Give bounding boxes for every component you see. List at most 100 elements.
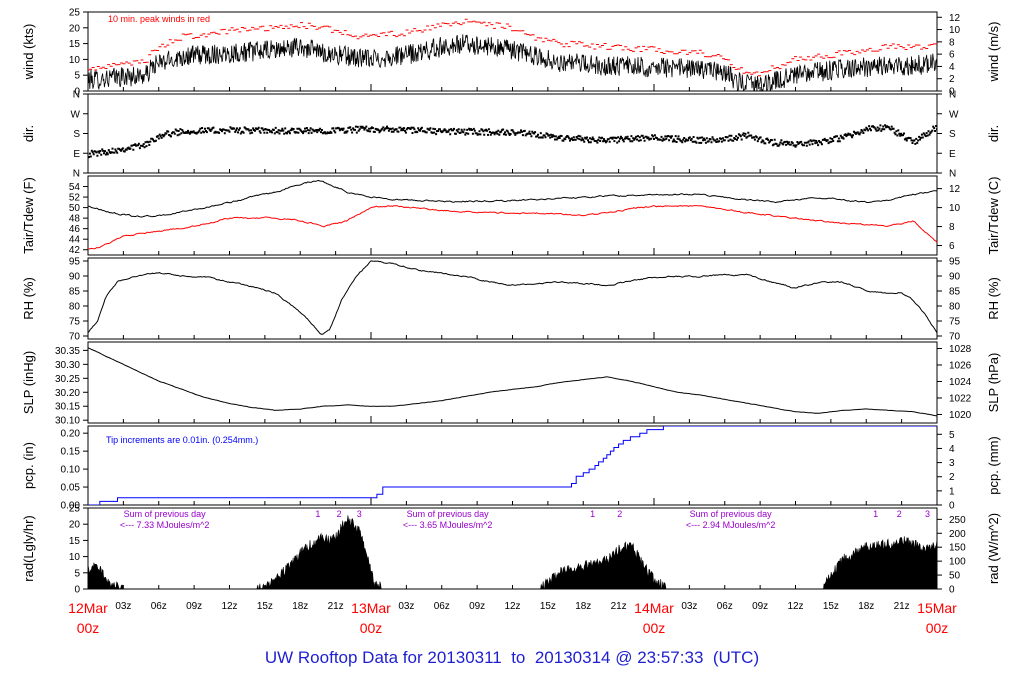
solar-noon-mark: 3 [925,509,930,519]
y-tick-label: 25 [69,504,81,515]
series-rad-0 [88,515,937,589]
solar-noon-mark: 2 [337,509,342,519]
y-tick-label: 25 [69,8,81,19]
y-axis-title-slp: SLP (inHg) [21,351,36,414]
y-axis-title-right-rh: RH (%) [986,277,1001,320]
x-day-label: 14Mar [634,600,674,616]
x-tick-label: 21z [611,601,627,612]
solar-noon-mark: 1 [873,509,878,519]
y-axis-title-right-pcp: pcp. (mm) [986,436,1001,495]
x-tick-label: 03z [681,601,697,612]
y-tick-label-right: N [949,169,956,180]
y-tick-label-right: 0 [949,501,955,512]
y-tick-label: 15 [69,39,81,50]
y-tick-label-right: E [949,149,956,160]
y-tick-label-right: 0 [949,87,955,98]
y-tick-label-right: 5 [949,430,955,441]
y-tick-label: S [73,129,80,140]
y-axis-title-rad: rad(Lgly/hr) [21,515,36,581]
y-tick-label-right: 2 [949,74,955,85]
panel-frame-slp [87,341,938,424]
y-tick-label-right: 250 [949,515,966,526]
annotation-wind: 10 min. peak winds in red [108,14,210,24]
y-tick-label-right: 6 [949,241,955,252]
y-tick-label-right: 6 [949,50,955,61]
series-dir-0 [88,124,937,159]
solar-noon-mark: 2 [617,509,622,519]
x-tick-label: 21z [894,601,910,612]
y-tick-label-right: W [949,109,959,120]
y-tick-label: 80 [69,302,81,313]
y-tick-label-right: N [949,90,956,101]
y-tick-label-right: 150 [949,543,966,554]
solar-noon-mark: 1 [315,509,320,519]
y-tick-label: 30.25 [55,374,80,385]
x-tick-label: 15z [257,601,273,612]
y-tick-label: 0 [74,87,80,98]
footer-end-date: 20130314 [534,648,611,667]
solar-noon-mark: 1 [590,509,595,519]
y-axis-title-rh: RH (%) [21,277,36,320]
daily-sum-value: <--- 2.94 MJoules/m^2 [686,520,776,530]
series-group-wind [88,18,937,91]
y-tick-label-right: 50 [949,571,961,582]
daily-sum-title: Sum of previous day [124,509,207,519]
x-tick-label: 06z [717,601,733,612]
y-tick-label: 44 [69,235,81,246]
y-tick-label-right: 1 [949,486,955,497]
y-tick-label: 20 [69,23,81,34]
y-tick-label: 0.10 [61,465,81,476]
y-tick-label: N [73,169,80,180]
y-tick-label: W [71,109,81,120]
y-tick-label-right: 4 [949,62,955,73]
footer-time: 23:57:33 [637,648,704,667]
y-tick-label-right: 3 [949,458,955,469]
y-tick-label-right: 75 [949,317,961,328]
y-tick-label-right: 1022 [949,393,972,404]
y-tick-label-right: 1026 [949,360,972,371]
series-group-dir [88,124,937,159]
y-tick-label-right: S [949,129,956,140]
y-axis-title-right-temp: Tair/Tdew (C) [986,176,1001,254]
panel-pcp: 0.00 0.05 0.10 0.15 0.20 0 1 2 3 4 5 pcp. (in) pcp. … [21,425,1001,512]
x-day-time-label: 00z [77,620,100,636]
y-tick-label-right: 80 [949,302,961,313]
series-rh-0 [88,260,937,335]
solar-noon-mark: 3 [357,509,362,519]
x-tick-label: 18z [575,601,591,612]
y-tick-label: 5 [74,71,80,82]
y-tick-label: 0.15 [61,447,81,458]
y-tick-label: 52 [69,193,81,204]
y-tick-label-right: 10 [949,203,961,214]
y-tick-label-right: 8 [949,222,955,233]
series-group-rad [88,515,937,589]
y-tick-label: 10 [69,55,81,66]
y-tick-label: 90 [69,272,81,283]
y-tick-label: 0 [74,585,80,596]
y-axis-title-right-rad: rad (W/m^2) [986,513,1001,584]
x-tick-label: 09z [752,601,768,612]
y-tick-label-right: 70 [949,332,961,343]
y-tick-label: 30.10 [55,416,80,427]
solar-noon-mark: 2 [897,509,902,519]
x-day-label: 15Mar [917,600,957,616]
panel-frame-temp [87,175,938,256]
y-tick-label: 75 [69,317,81,328]
y-tick-label-right: 4 [949,444,955,455]
y-tick-label: 5 [74,568,80,579]
y-tick-label-right: 2 [949,472,955,483]
x-tick-label: 12z [787,601,803,612]
y-tick-label-right: 10 [949,25,961,36]
y-tick-label: 30.35 [55,346,80,357]
daily-sum-value: <--- 7.33 MJoules/m^2 [120,520,210,530]
x-day-time-label: 00z [926,620,949,636]
daily-sum-title: Sum of previous day [407,509,490,519]
x-tick-label: 09z [186,601,202,612]
x-tick-label: 18z [292,601,308,612]
y-tick-label: E [73,149,80,160]
panel-rh: 70 75 80 85 90 95 70 75 80 85 90 95 RH (%) RH (%) [21,257,1001,343]
y-tick-label-right: 200 [949,529,966,540]
